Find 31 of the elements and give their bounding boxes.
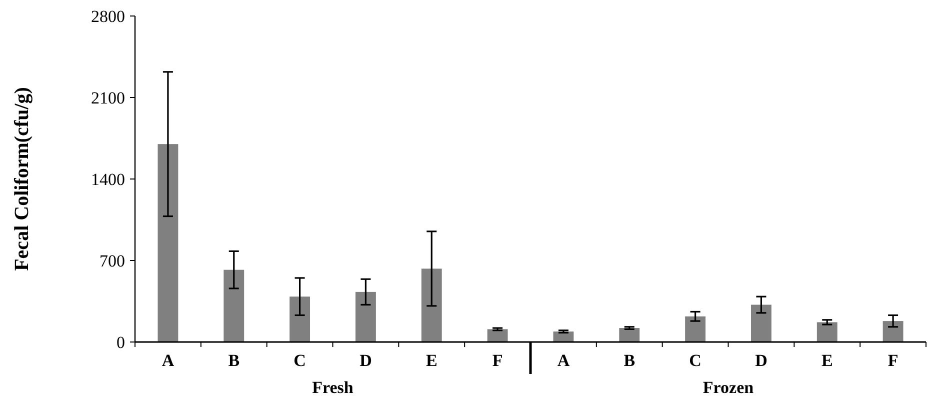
x-tick-label: C bbox=[689, 351, 702, 370]
y-tick-label: 2800 bbox=[91, 6, 125, 26]
bar bbox=[158, 144, 178, 342]
bar bbox=[685, 316, 706, 342]
x-tick-label: B bbox=[624, 351, 636, 370]
bar bbox=[224, 270, 244, 342]
y-tick-label: 2100 bbox=[91, 88, 125, 108]
x-tick-label: E bbox=[426, 351, 438, 370]
y-tick-label: 0 bbox=[116, 332, 125, 352]
x-tick-label: B bbox=[228, 351, 240, 370]
x-tick-label: D bbox=[755, 351, 768, 370]
bar bbox=[290, 296, 310, 342]
x-tick-label: C bbox=[294, 351, 306, 370]
bar bbox=[816, 322, 838, 342]
x-tick-label: A bbox=[162, 351, 175, 370]
x-tick-label: A bbox=[557, 351, 570, 370]
y-axis-title: Fecal Coliform(cfu/g) bbox=[11, 87, 33, 271]
x-tick-label: E bbox=[821, 351, 833, 370]
bar bbox=[882, 321, 904, 342]
text: Frozen bbox=[702, 378, 754, 397]
x-tick-label: F bbox=[492, 351, 503, 370]
y-tick-label: 700 bbox=[100, 251, 125, 270]
bar bbox=[421, 268, 442, 342]
bar bbox=[355, 292, 376, 342]
y-tick-label: 1400 bbox=[91, 170, 125, 189]
bar bbox=[487, 329, 508, 342]
x-tick-label: D bbox=[360, 351, 372, 370]
bar bbox=[750, 304, 772, 342]
x-tick-label: F bbox=[888, 351, 898, 370]
bar bbox=[619, 328, 640, 342]
text: Fresh bbox=[312, 378, 354, 397]
